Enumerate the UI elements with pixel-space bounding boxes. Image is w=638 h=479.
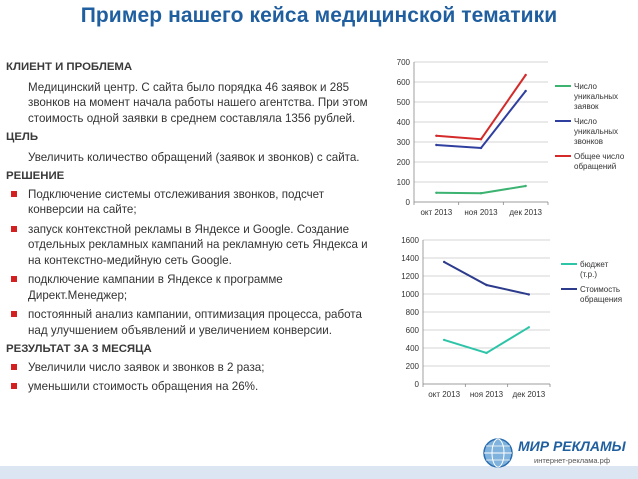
series-line [443,261,530,296]
data-point [442,338,446,342]
legend-label-line: звонков [574,137,603,146]
data-point [479,192,483,195]
y-tick-label: 600 [397,78,411,87]
x-tick-label: дек 2013 [513,390,546,399]
legend-label-line: Общее число [574,152,625,161]
solution-item: постоянный анализ кампании, оптимизация … [11,307,378,338]
y-tick-label: 600 [406,326,420,335]
x-tick-label: ноя 2013 [470,390,504,399]
legend-label: Число уникальных звонков [574,117,618,146]
bullet-mark [11,190,17,197]
legend-label-line: Стоимость [580,285,620,294]
solution-heading: РЕШЕНИЕ [6,170,65,182]
x-tick-label: дек 2013 [509,208,542,217]
y-tick-label: 1200 [401,272,419,281]
y-tick-label: 0 [406,198,411,207]
y-tick-label: 1000 [401,290,419,299]
x-tick-label: ноя 2013 [464,208,498,217]
data-point [524,73,527,77]
requests-line-chart: 0 100 200 300 400 500 600 700 окт 2013 ноя 2013 де… [397,58,625,217]
data-point [479,138,483,141]
data-point [485,283,488,287]
legend-label-line: обращений [574,162,616,171]
solution-item-text: Подключение системы отслеживания звонков… [28,187,325,217]
legend-label-line: (т.р.) [580,270,597,279]
solution-item: подключение кампании в Яндексе к програм… [11,272,378,303]
legend-label-line: обращения [580,295,622,304]
data-point [435,134,438,137]
legend-label-line: Число [574,82,598,91]
solution-item-text: запуск контекстной рекламы в Яндексе и G… [28,222,368,267]
legend-label: Стоимость обращения [580,285,622,304]
footer-band [0,466,638,479]
bullet-mark [11,225,17,232]
data-point [479,146,483,150]
x-tick-label: окт 2013 [428,390,460,399]
y-tick-label: 200 [397,158,411,167]
solution-item-text: постоянный анализ кампании, оптимизация … [28,308,362,337]
y-tick-label: 100 [397,178,411,187]
result-item-text: уменьшили стоимость обращения на 26%. [28,380,259,393]
y-tick-label: 1400 [401,254,419,263]
logo-name: МИР РЕКЛАМЫ [518,438,627,454]
legend-label-line: уникальных [574,127,618,136]
solution-item: запуск контекстной рекламы в Яндексе и G… [11,222,378,269]
bullet-mark [11,311,17,317]
result-item: Увеличили число заявок и звонков в 2 раз… [11,360,378,376]
data-point [485,351,488,355]
legend-label: бюджет (т.р.) [580,260,609,279]
y-tick-label: 800 [406,308,420,317]
legend-label-line: уникальных [574,92,618,101]
bullet-mark [11,363,17,370]
data-point [435,191,438,194]
bullet-mark [11,276,17,282]
y-tick-label: 500 [397,98,411,107]
page-title: Пример нашего кейса медицинской тематики [80,4,558,27]
series-line [443,326,530,355]
y-tick-label: 1600 [401,236,419,245]
y-tick-label: 200 [406,362,420,371]
legend-label-line: заявок [574,102,599,111]
y-tick-label: 400 [406,344,420,353]
goal-heading: ЦЕЛЬ [6,131,39,143]
y-tick-label: 0 [415,380,420,389]
legend-label: Число уникальных заявок [574,82,618,111]
data-point [527,293,531,296]
result-heading: РЕЗУЛЬТАТ ЗА 3 МЕСЯЦА [6,343,152,355]
bullet-mark [11,383,17,389]
y-tick-label: 400 [397,118,411,127]
legend-label: Общее число обращений [574,152,625,171]
legend-label-line: Число [574,117,598,126]
legend-label-line: бюджет [580,260,609,269]
company-logo: МИР РЕКЛАМЫ интернет-реклама.рф [483,438,627,468]
y-tick-label: 300 [397,138,411,147]
case-description: КЛИЕНТ И ПРОБЛЕМА Медицинский центр. С с… [6,60,378,399]
data-point [524,184,527,188]
solution-item-text: подключение кампании в Яндексе к програм… [28,273,283,302]
solution-item: Подключение системы отслеживания звонков… [11,187,378,218]
client-text: Медицинский центр. С сайта было порядка … [28,80,368,125]
result-item: уменьшили стоимость обращения на 26%. [11,379,378,395]
data-point [442,260,446,264]
result-item-text: Увеличили число заявок и звонков в 2 раз… [28,360,265,374]
client-heading: КЛИЕНТ И ПРОБЛЕМА [6,61,133,73]
data-point [527,326,531,329]
goal-text: Увеличить количество обращений (заявок и… [28,150,360,164]
globe-icon [483,438,513,468]
x-tick-label: окт 2013 [420,208,452,217]
budget-line-chart: 0 200 400 600 800 1000 1200 1400 1600 окт 2013 ноя… [401,236,622,399]
data-point [524,89,527,93]
logo-subtitle: интернет-реклама.рф [534,456,610,465]
data-point [435,143,438,147]
y-tick-label: 700 [397,58,411,67]
